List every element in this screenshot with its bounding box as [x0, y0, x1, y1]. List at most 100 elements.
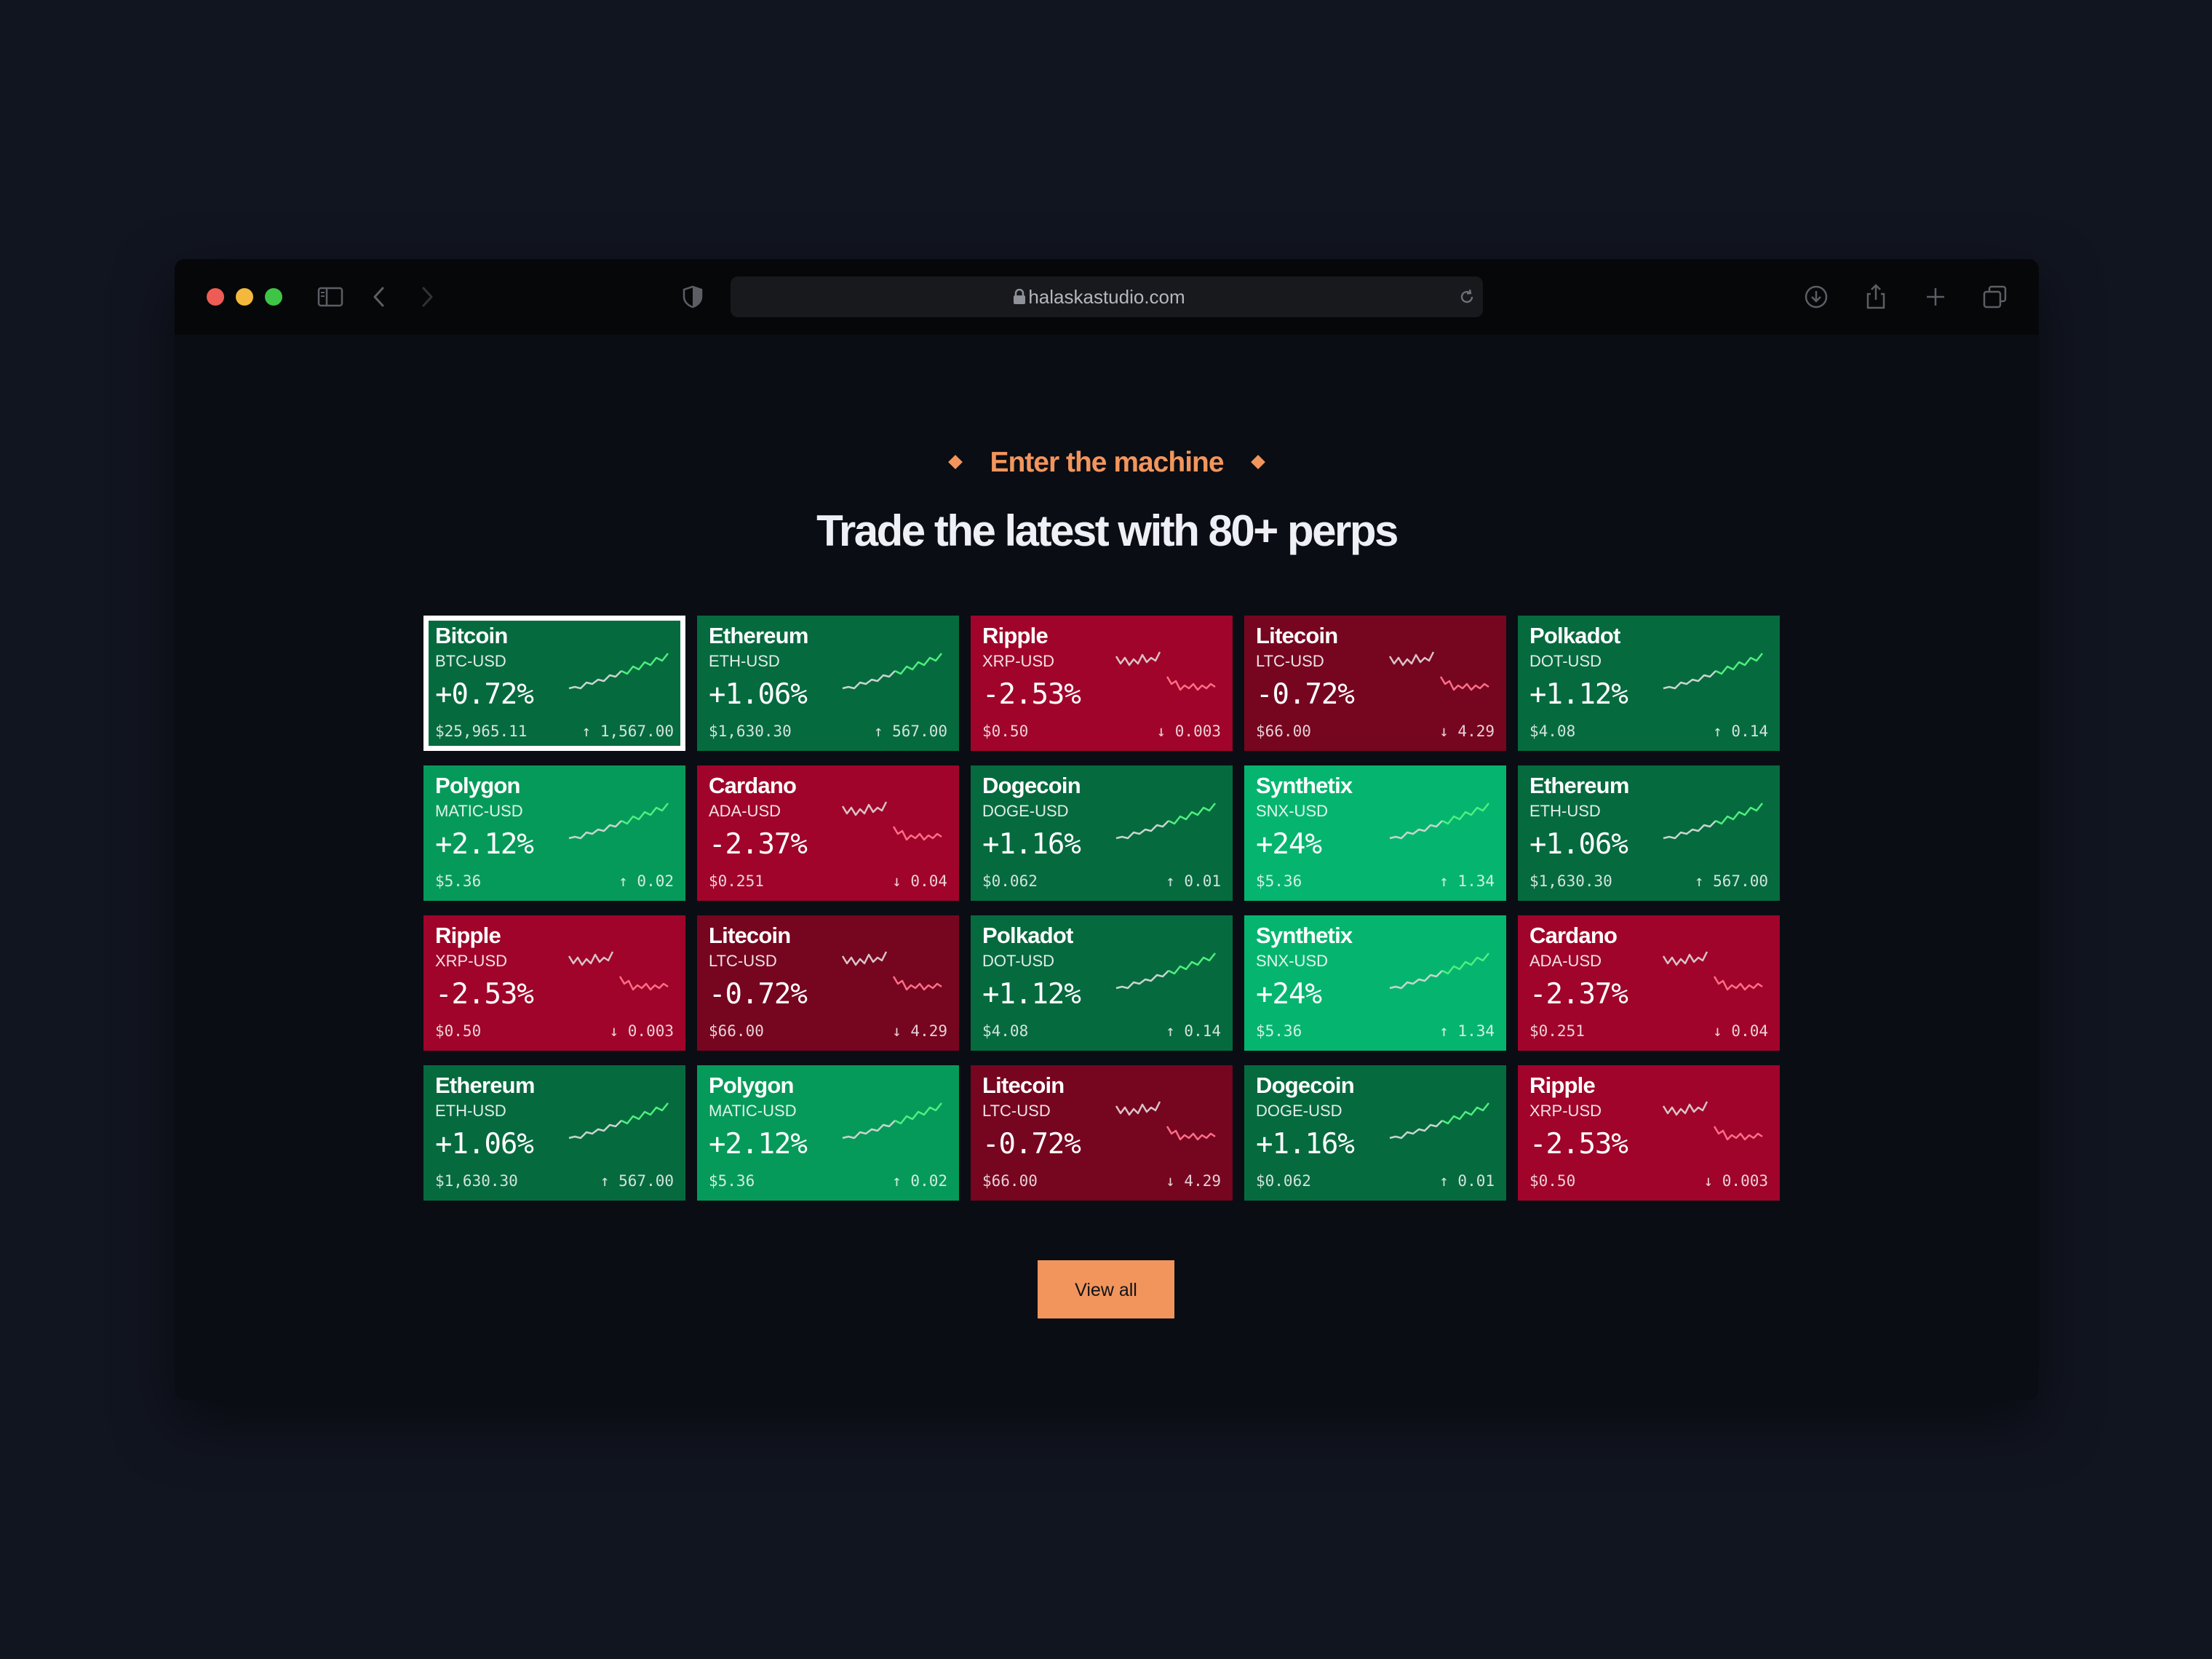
market-tile[interactable]: Cardano ADA-USD -2.37% $0.251 ↓ 0.04 — [697, 765, 959, 901]
percent-change: +1.12% — [1529, 678, 1628, 711]
market-tile[interactable]: Ripple XRP-USD -2.53% $0.50 ↓ 0.003 — [1518, 1065, 1780, 1201]
market-tile[interactable]: Polkadot DOT-USD +1.12% $4.08 ↑ 0.14 — [971, 915, 1233, 1051]
tile-content: Ethereum ETH-USD +1.06% $1,630.30 ↑ 567.00 — [697, 616, 959, 751]
delta-value: 0.04 — [1731, 1022, 1768, 1040]
delta-value: 0.02 — [910, 1172, 947, 1190]
tile-content: Polygon MATIC-USD +2.12% $5.36 ↑ 0.02 — [697, 1065, 959, 1201]
trading-pair: ETH-USD — [1529, 802, 1601, 820]
price-delta: ↓ 0.04 — [1713, 1022, 1768, 1041]
percent-change: -2.37% — [709, 828, 808, 861]
sparkline-chart — [568, 951, 669, 991]
price: $0.50 — [1529, 1172, 1576, 1190]
arrow-up-icon: ↑ — [1439, 872, 1449, 890]
market-tile[interactable]: Bitcoin BTC-USD +0.72% $25,965.11 ↑ 1,567.00 — [423, 616, 685, 751]
market-tile[interactable]: Ripple XRP-USD -2.53% $0.50 ↓ 0.003 — [423, 915, 685, 1051]
trading-pair: SNX-USD — [1256, 802, 1329, 820]
market-tile[interactable]: Ethereum ETH-USD +1.06% $1,630.30 ↑ 567.00 — [697, 616, 959, 751]
back-arrow-icon[interactable] — [365, 282, 394, 311]
percent-change: +1.06% — [435, 1128, 534, 1161]
tile-content: Litecoin LTC-USD -0.72% $66.00 ↓ 4.29 — [1244, 616, 1506, 751]
percent-change: -0.72% — [982, 1128, 1081, 1161]
browser-window: halaskastudio.com Enter the machine Trad… — [175, 259, 2039, 1400]
market-tile[interactable]: Cardano ADA-USD -2.37% $0.251 ↓ 0.04 — [1518, 915, 1780, 1051]
market-grid: Bitcoin BTC-USD +0.72% $25,965.11 ↑ 1,567.00… — [423, 616, 1789, 1202]
zoom-window-button[interactable] — [265, 288, 282, 306]
sparkline-recent — [1168, 952, 1216, 975]
price: $0.50 — [982, 723, 1029, 740]
eyebrow-text: Enter the machine — [990, 447, 1224, 478]
sparkline-history — [842, 670, 896, 690]
market-tile[interactable]: Polygon MATIC-USD +2.12% $5.36 ↑ 0.02 — [423, 765, 685, 901]
tile-content: Bitcoin BTC-USD +0.72% $25,965.11 ↑ 1,567.00 — [429, 621, 680, 746]
price-delta: ↑ 0.01 — [1166, 872, 1221, 891]
share-icon[interactable] — [1861, 282, 1890, 311]
sparkline-history — [1388, 651, 1435, 667]
market-tile[interactable]: Ethereum ETH-USD +1.06% $1,630.30 ↑ 567.00 — [423, 1065, 685, 1201]
percent-change: +2.12% — [435, 828, 534, 861]
tile-content: Cardano ADA-USD -2.37% $0.251 ↓ 0.04 — [697, 765, 959, 901]
price: $5.36 — [709, 1172, 755, 1190]
market-tile[interactable]: Dogecoin DOGE-USD +1.16% $0.062 ↑ 0.01 — [1244, 1065, 1506, 1201]
price-delta: ↓ 0.003 — [609, 1022, 674, 1041]
market-tile[interactable]: Polkadot DOT-USD +1.12% $4.08 ↑ 0.14 — [1518, 616, 1780, 751]
price: $66.00 — [709, 1022, 764, 1040]
coin-name: Ripple — [435, 923, 501, 948]
price: $1,630.30 — [709, 723, 792, 740]
arrow-up-icon: ↑ — [1439, 1022, 1449, 1040]
sparkline-chart — [1115, 803, 1216, 840]
view-all-button[interactable]: View all — [1038, 1260, 1174, 1318]
market-tile[interactable]: Litecoin LTC-USD -0.72% $66.00 ↓ 4.29 — [697, 915, 959, 1051]
trading-pair: BTC-USD — [435, 652, 506, 670]
sparkline-chart — [1389, 1102, 1489, 1139]
market-tile[interactable]: Ethereum ETH-USD +1.06% $1,630.30 ↑ 567.00 — [1518, 765, 1780, 901]
arrow-down-icon: ↓ — [1166, 1172, 1175, 1190]
coin-name: Bitcoin — [435, 623, 508, 648]
percent-change: +1.12% — [982, 978, 1081, 1011]
forward-arrow-icon[interactable] — [412, 282, 441, 311]
privacy-shield-icon[interactable] — [678, 282, 707, 311]
sparkline-chart — [1389, 952, 1489, 990]
market-tile[interactable]: Polygon MATIC-USD +2.12% $5.36 ↑ 0.02 — [697, 1065, 959, 1201]
tab-overview-icon[interactable] — [1981, 282, 2010, 311]
minimize-window-button[interactable] — [236, 288, 253, 306]
price: $4.08 — [1529, 723, 1576, 740]
sparkline-history — [568, 670, 622, 690]
coin-name: Polygon — [709, 1073, 794, 1098]
market-tile[interactable]: Litecoin LTC-USD -0.72% $66.00 ↓ 4.29 — [971, 1065, 1233, 1201]
new-tab-icon[interactable] — [1921, 282, 1950, 311]
sparkline-history — [1662, 951, 1708, 966]
arrow-up-icon: ↑ — [618, 872, 628, 890]
tile-content: Polkadot DOT-USD +1.12% $4.08 ↑ 0.14 — [1518, 616, 1780, 751]
tile-content: Ripple XRP-USD -2.53% $0.50 ↓ 0.003 — [971, 616, 1233, 751]
sidebar-toggle-icon[interactable] — [316, 282, 345, 311]
price: $0.062 — [1256, 1172, 1311, 1190]
tile-content: Polygon MATIC-USD +2.12% $5.36 ↑ 0.02 — [423, 765, 685, 901]
arrow-down-icon: ↓ — [609, 1022, 619, 1040]
price-delta: ↓ 0.04 — [892, 872, 947, 891]
price: $66.00 — [982, 1172, 1038, 1190]
percent-change: +24% — [1256, 828, 1322, 861]
sparkline-recent — [1441, 1102, 1489, 1125]
sparkline-chart — [1663, 653, 1763, 690]
download-icon[interactable] — [1802, 282, 1831, 311]
price: $5.36 — [435, 872, 482, 890]
market-tile[interactable]: Synthetix SNX-USD +24% $5.36 ↑ 1.34 — [1244, 915, 1506, 1051]
market-tile[interactable]: Synthetix SNX-USD +24% $5.36 ↑ 1.34 — [1244, 765, 1506, 901]
close-window-button[interactable] — [207, 288, 224, 306]
market-tile[interactable]: Ripple XRP-USD -2.53% $0.50 ↓ 0.003 — [971, 616, 1233, 751]
sparkline-chart — [842, 1102, 942, 1139]
price: $4.08 — [982, 1022, 1029, 1040]
coin-name: Ripple — [1529, 1073, 1596, 1098]
market-tile[interactable]: Litecoin LTC-USD -0.72% $66.00 ↓ 4.29 — [1244, 616, 1506, 751]
tile-content: Ripple XRP-USD -2.53% $0.50 ↓ 0.003 — [423, 915, 685, 1051]
coin-name: Ethereum — [435, 1073, 535, 1098]
reload-icon[interactable] — [1457, 287, 1477, 307]
coin-name: Polkadot — [1529, 623, 1620, 648]
sparkline-recent — [1166, 1126, 1216, 1141]
price-delta: ↓ 4.29 — [1166, 1171, 1221, 1190]
price: $5.36 — [1256, 872, 1302, 890]
market-tile[interactable]: Dogecoin DOGE-USD +1.16% $0.062 ↑ 0.01 — [971, 765, 1233, 901]
price-delta: ↓ 0.003 — [1703, 1171, 1768, 1190]
address-bar[interactable]: halaskastudio.com — [731, 276, 1483, 317]
arrow-up-icon: ↑ — [600, 1172, 610, 1190]
